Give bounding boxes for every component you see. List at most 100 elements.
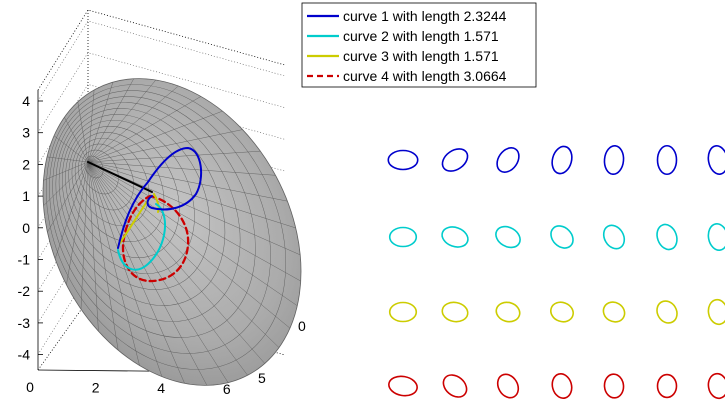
cone-ruling <box>87 161 282 350</box>
legend-label: curve 3 with length 1.571 <box>343 48 499 64</box>
shape-ellipse <box>707 145 725 175</box>
x-tick-label: 2 <box>92 380 100 396</box>
cone-ruling <box>87 161 279 176</box>
cone-ruling <box>53 161 89 263</box>
cone-ruling <box>87 161 268 367</box>
z-tick-label: 2 <box>22 156 30 172</box>
cone-ruling <box>62 114 89 163</box>
cone-ring <box>49 90 271 354</box>
cone-ruling <box>87 161 231 386</box>
shape-ellipse <box>550 225 574 249</box>
y-tick-label: 0 <box>298 318 306 334</box>
cone-ruling <box>87 77 159 163</box>
x-tick-label: 4 <box>157 380 165 396</box>
cone-ruling <box>76 98 89 163</box>
legend: curve 1 with length 2.3244 curve 2 with l… <box>301 2 537 88</box>
curve-4 <box>121 194 190 283</box>
z-tick-label: 0 <box>22 220 30 236</box>
cone-ruling <box>87 161 209 389</box>
cone-ring <box>58 108 226 306</box>
cone-ruling <box>87 94 204 163</box>
cone-ruling <box>87 128 246 163</box>
shape-ellipse <box>551 373 573 399</box>
z-tick-label: -4 <box>18 347 31 363</box>
legend-label: curve 4 with length 3.0664 <box>343 68 507 84</box>
cone-ruling <box>41 161 89 209</box>
cone-ring <box>55 102 241 322</box>
z-tick-label: -2 <box>18 283 31 299</box>
cone-ring <box>52 96 256 338</box>
cone-ruling <box>87 161 304 283</box>
cone-ruling <box>87 75 136 163</box>
cone-ruling <box>87 86 95 163</box>
curve-1 <box>117 146 203 249</box>
shape-ellipse <box>495 225 521 249</box>
shape-ellipse <box>602 224 626 250</box>
shape-ellipse <box>603 373 625 399</box>
shape-ellipse <box>441 148 469 172</box>
cone-ring <box>71 131 165 243</box>
shape-ellipse <box>656 373 678 399</box>
shape-ellipse <box>550 301 574 323</box>
shape-ellipse <box>387 149 419 171</box>
cone-surface <box>40 75 304 389</box>
shape-ellipse <box>707 222 725 252</box>
cone-ruling <box>40 161 89 182</box>
shape-ellipse <box>495 301 521 323</box>
x-tick-label: 6 <box>223 381 231 397</box>
shape-ellipse <box>707 298 725 326</box>
shape-ellipse <box>496 147 520 173</box>
legend-label: curve 2 with length 1.571 <box>343 28 499 44</box>
cone-ruling <box>87 161 250 379</box>
cone-ruling <box>87 161 303 257</box>
x-tick-label: 0 <box>26 379 34 395</box>
cone-ring <box>84 155 104 179</box>
cone-axis-segment <box>87 161 153 193</box>
cone-ring <box>42 78 302 386</box>
cone-ruling <box>44 156 89 163</box>
shape-ellipse <box>442 374 468 398</box>
cone-ruling <box>51 133 89 163</box>
cone-ruling <box>45 161 89 236</box>
x-tick-labels: 0 2 4 6 <box>26 379 231 397</box>
z-tick-label: 4 <box>22 93 30 109</box>
cone-ring <box>62 114 210 290</box>
axes-top-edges <box>37 9 286 91</box>
shape-ellipse <box>656 300 678 324</box>
cone-ring <box>65 120 195 274</box>
shape-ellipse <box>551 145 573 175</box>
cone-ruling <box>87 161 119 354</box>
z-tick-label: 3 <box>22 125 30 141</box>
z-tick-labels: 4 3 2 1 0 -1 -2 -3 -4 <box>18 93 43 363</box>
shape-ellipse <box>496 373 520 399</box>
shape-ellipse <box>441 301 469 323</box>
cone-ruling <box>87 161 164 381</box>
curves <box>87 146 203 283</box>
cone-ruling <box>87 150 264 163</box>
cone-ruling <box>87 161 300 308</box>
cone-ruling <box>87 78 115 163</box>
z-tick-label: -1 <box>18 252 31 268</box>
cone-ruling <box>87 161 293 331</box>
shape-ellipse <box>603 144 625 176</box>
cone-ruling <box>87 161 299 230</box>
shape-ellipse <box>388 375 418 397</box>
cone-ruling <box>87 161 187 387</box>
cone-ruling <box>87 161 291 202</box>
cone-ruling <box>87 161 141 370</box>
z-tick-label: 1 <box>22 188 30 204</box>
curve-2 <box>117 203 167 271</box>
cone-ruling <box>87 161 99 336</box>
cone-ruling <box>87 109 226 163</box>
shape-ellipse <box>602 301 626 323</box>
curve-3 <box>117 193 160 247</box>
shape-ellipse <box>707 372 725 400</box>
cone-ring <box>78 143 134 211</box>
y-tick-label: 5 <box>258 370 266 386</box>
cone-ring <box>45 84 287 370</box>
legend-box <box>301 2 537 88</box>
shape-ellipse <box>441 226 469 248</box>
shape-ellipse <box>656 223 678 251</box>
cone-ring <box>81 149 119 195</box>
